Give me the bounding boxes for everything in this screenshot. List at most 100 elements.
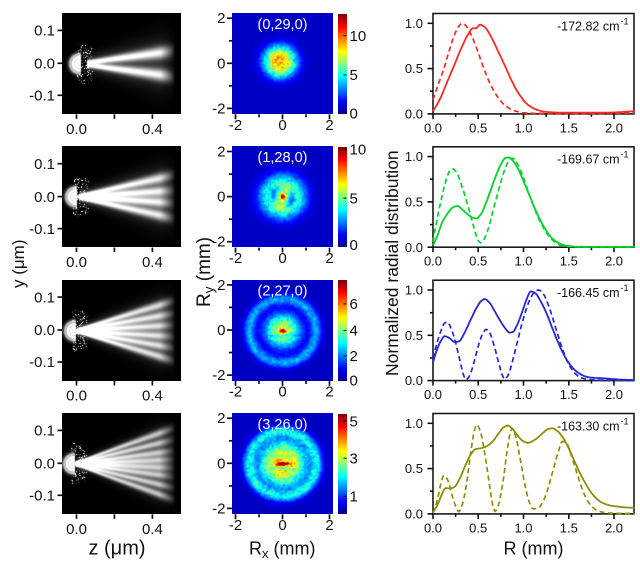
svg-text:0.0: 0.0: [405, 107, 423, 122]
svg-text:0.4: 0.4: [142, 121, 163, 138]
svg-text:0.1: 0.1: [34, 289, 55, 306]
svg-text:0.0: 0.0: [424, 120, 442, 135]
svg-text:3: 3: [350, 451, 358, 468]
svg-text:0.5: 0.5: [469, 387, 487, 402]
svg-text:0.5: 0.5: [405, 61, 423, 76]
svg-text:1: 1: [350, 489, 358, 506]
svg-text:R (mm): R (mm): [504, 539, 564, 559]
svg-text:-166.45 cm: -166.45 cm: [557, 286, 620, 300]
svg-text:0.0: 0.0: [34, 456, 55, 473]
svg-text:2: 2: [325, 384, 333, 401]
svg-text:0.0: 0.0: [34, 189, 55, 206]
svg-text:0.1: 0.1: [34, 23, 55, 40]
svg-text:0: 0: [278, 117, 286, 134]
svg-text:0.0: 0.0: [66, 521, 87, 538]
svg-text:0: 0: [217, 55, 225, 72]
svg-text:0.5: 0.5: [469, 254, 487, 269]
svg-text:0.4: 0.4: [142, 388, 163, 405]
svg-text:-2: -2: [212, 367, 225, 384]
svg-text:(1,28,0): (1,28,0): [258, 150, 308, 166]
svg-text:-2: -2: [229, 517, 242, 534]
svg-text:1.0: 1.0: [514, 254, 532, 269]
svg-text:-0.1: -0.1: [29, 354, 55, 371]
svg-text:0: 0: [278, 517, 286, 534]
svg-text:(2,27,0): (2,27,0): [258, 284, 308, 300]
svg-text:0.1: 0.1: [34, 423, 55, 440]
svg-text:2.0: 2.0: [605, 254, 623, 269]
svg-text:1.5: 1.5: [560, 254, 578, 269]
svg-text:z (μm): z (μm): [88, 538, 145, 560]
svg-text:2.0: 2.0: [605, 520, 623, 535]
svg-text:-1: -1: [621, 283, 629, 293]
svg-text:0.0: 0.0: [66, 388, 87, 405]
svg-text:0.5: 0.5: [469, 120, 487, 135]
svg-text:0.0: 0.0: [405, 373, 423, 388]
svg-text:-1: -1: [621, 150, 629, 160]
svg-text:2: 2: [325, 250, 333, 267]
svg-text:-0.1: -0.1: [29, 488, 55, 505]
svg-text:6: 6: [350, 296, 358, 313]
svg-text:0.4: 0.4: [142, 521, 163, 538]
svg-text:y (μm): y (μm): [9, 239, 28, 288]
svg-text:2: 2: [325, 117, 333, 134]
svg-text:10: 10: [350, 142, 367, 159]
svg-text:0: 0: [278, 250, 286, 267]
svg-text:0.0: 0.0: [405, 240, 423, 255]
svg-text:0.0: 0.0: [66, 121, 87, 138]
svg-text:Rx (mm): Rx (mm): [249, 539, 315, 562]
svg-text:0: 0: [350, 106, 358, 123]
svg-text:0: 0: [350, 373, 358, 390]
svg-text:0.0: 0.0: [34, 56, 55, 73]
svg-text:0.0: 0.0: [405, 507, 423, 522]
svg-text:0.0: 0.0: [424, 254, 442, 269]
svg-text:0: 0: [217, 322, 225, 339]
svg-text:2.0: 2.0: [605, 387, 623, 402]
svg-text:-2: -2: [212, 500, 225, 517]
svg-text:-1: -1: [621, 416, 629, 426]
svg-text:1.5: 1.5: [560, 520, 578, 535]
svg-text:-2: -2: [212, 100, 225, 117]
svg-text:(0,29,0): (0,29,0): [258, 17, 308, 33]
svg-text:-2: -2: [212, 234, 225, 251]
svg-text:Normalized radial distribution: Normalized radial distribution: [382, 150, 402, 376]
svg-text:0.5: 0.5: [405, 195, 423, 210]
svg-text:1.0: 1.0: [514, 120, 532, 135]
svg-text:2: 2: [217, 144, 225, 161]
svg-text:0: 0: [217, 189, 225, 206]
svg-text:0.1: 0.1: [34, 156, 55, 173]
svg-text:1.0: 1.0: [405, 149, 423, 164]
svg-text:0.4: 0.4: [142, 254, 163, 271]
svg-text:-169.67 cm: -169.67 cm: [557, 153, 620, 167]
svg-text:10: 10: [350, 28, 367, 45]
svg-text:0.5: 0.5: [405, 461, 423, 476]
svg-text:1.0: 1.0: [514, 387, 532, 402]
svg-text:-1: -1: [621, 16, 629, 26]
svg-text:2: 2: [217, 10, 225, 27]
svg-text:(3,26,0): (3,26,0): [258, 417, 308, 433]
svg-text:-0.1: -0.1: [29, 221, 55, 238]
svg-text:0: 0: [217, 455, 225, 472]
svg-text:4: 4: [350, 323, 358, 340]
svg-text:2: 2: [325, 517, 333, 534]
svg-text:5: 5: [350, 67, 358, 84]
svg-text:0.0: 0.0: [424, 520, 442, 535]
svg-text:0.0: 0.0: [66, 254, 87, 271]
svg-text:Ry (mm): Ry (mm): [194, 237, 217, 307]
svg-text:1.5: 1.5: [560, 120, 578, 135]
svg-text:2.0: 2.0: [605, 120, 623, 135]
svg-text:0: 0: [278, 384, 286, 401]
svg-text:2: 2: [217, 410, 225, 427]
svg-text:-172.82 cm: -172.82 cm: [557, 19, 620, 33]
svg-text:5: 5: [350, 190, 358, 207]
svg-text:1.5: 1.5: [560, 387, 578, 402]
svg-text:5: 5: [350, 414, 358, 431]
svg-text:-0.1: -0.1: [29, 88, 55, 105]
svg-text:1.0: 1.0: [405, 283, 423, 298]
svg-text:-2: -2: [229, 117, 242, 134]
svg-text:0: 0: [350, 237, 358, 254]
svg-text:0.5: 0.5: [469, 520, 487, 535]
svg-text:-163.30 cm: -163.30 cm: [557, 419, 620, 433]
svg-text:1.0: 1.0: [405, 416, 423, 431]
svg-text:0.5: 0.5: [405, 328, 423, 343]
svg-text:-2: -2: [229, 250, 242, 267]
